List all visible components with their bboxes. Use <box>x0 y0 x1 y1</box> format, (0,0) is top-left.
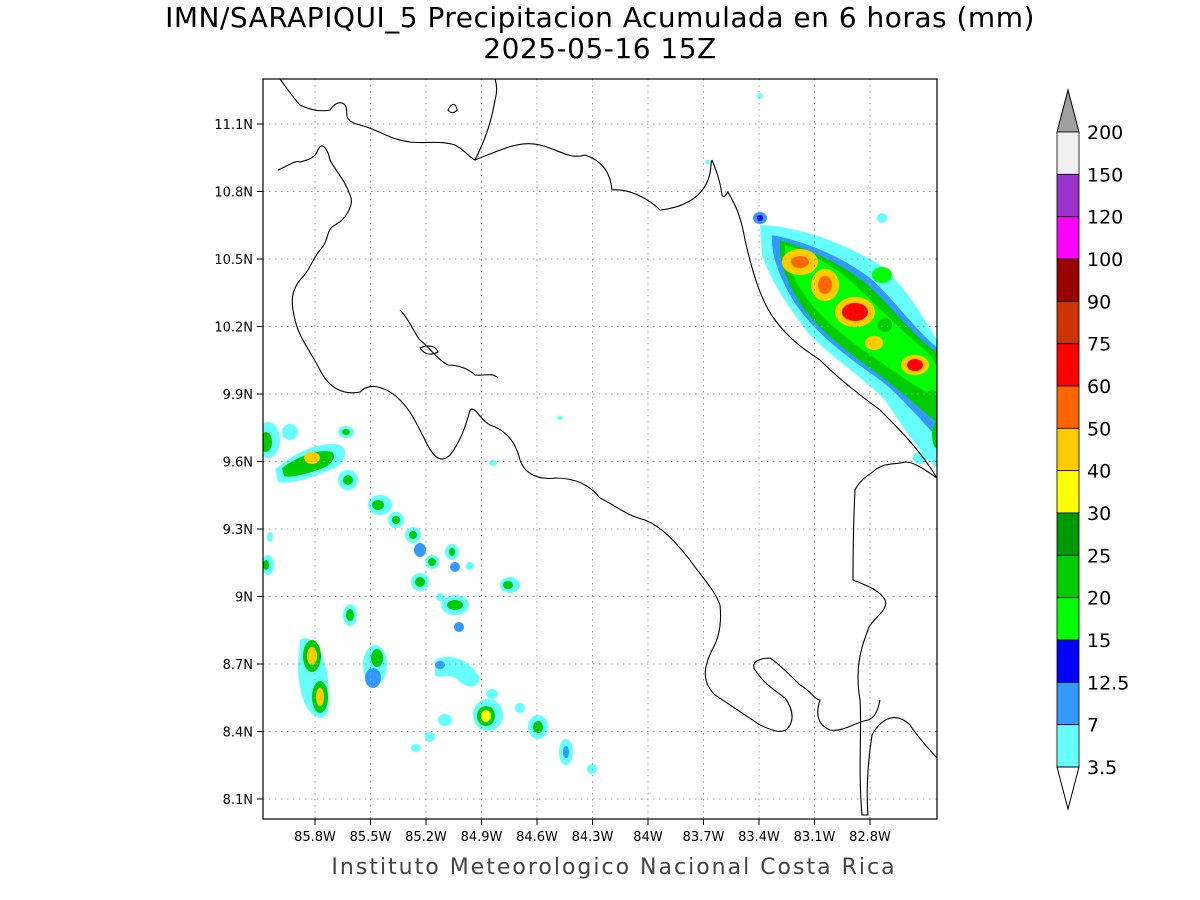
colorbar-swatch <box>1056 597 1080 641</box>
colorbar-swatch <box>1056 300 1080 345</box>
lon-tick-label: 83.4W <box>738 830 780 845</box>
lat-tick-label: 9.3N <box>223 523 253 538</box>
colorbar-swatch <box>1056 131 1080 175</box>
colorbar-swatch <box>1056 724 1080 768</box>
colorbar-label: 150 <box>1087 164 1123 186</box>
chart-title: IMN/SARAPIQUI_5 Precipitacion Acumulada … <box>0 2 1200 64</box>
lake-nicaragua-border <box>474 143 713 211</box>
lon-tick-label: 85.5W <box>350 830 392 845</box>
footer-credit: Instituto Meteorologico Nacional Costa R… <box>331 855 897 880</box>
costa-rica-pacific-coast <box>277 145 881 732</box>
longitude-labels: 85.8W 85.5W 85.2W 84.9W 84.6W 84.3W 84W 83.7W 83… <box>294 819 891 845</box>
panama-border <box>852 461 937 816</box>
colorbar-swatch <box>1056 173 1080 218</box>
latitude-labels: 11.1N 10.8N 10.5N 10.2N 9.9N 9.6N 9.3N 9N 8.7N 8.… <box>214 118 263 808</box>
nicaragua-pacific-coast <box>279 79 498 161</box>
coastlines-and-borders <box>277 79 937 816</box>
colorbar-swatch <box>1056 427 1080 472</box>
lat-tick-label: 11.1N <box>214 118 253 133</box>
colorbar-swatch <box>1056 258 1080 302</box>
precip-band-caribbean <box>705 93 937 468</box>
precip-cells-pacific <box>263 416 927 774</box>
title-line-2: 2025-05-16 15Z <box>483 32 717 65</box>
nicoya-coast <box>399 309 499 379</box>
colorbar-label: 100 <box>1087 249 1123 271</box>
lat-tick-label: 10.5N <box>214 253 253 268</box>
title-line-1: IMN/SARAPIQUI_5 Precipitacion Acumulada … <box>165 1 1035 34</box>
colorbar-swatch <box>1056 512 1080 556</box>
lon-tick-label: 85.2W <box>405 830 447 845</box>
lat-tick-label: 10.8N <box>214 186 253 201</box>
colorbar-bottom-arrow <box>1056 766 1080 811</box>
colorbar-label: 120 <box>1087 207 1123 229</box>
nicoya-island <box>419 345 439 355</box>
colorbar-label: 20 <box>1087 588 1111 610</box>
precipitation-layer <box>263 93 937 774</box>
colorbar-label: 15 <box>1087 630 1111 652</box>
lon-tick-label: 83.7W <box>683 830 725 845</box>
lat-tick-label: 9.6N <box>223 456 253 471</box>
colorbar-label: 40 <box>1087 461 1111 483</box>
lon-tick-label: 84W <box>633 830 663 845</box>
lat-tick-label: 9N <box>235 591 253 606</box>
colorbar-label: 12.5 <box>1087 672 1129 694</box>
colorbar: 200 150 120 100 90 75 60 50 40 30 25 20 15 12.5 7 3.5 <box>1056 88 1129 811</box>
colorbar-swatch <box>1056 385 1080 429</box>
caribbean-coast <box>711 159 937 479</box>
lat-tick-label: 8.4N <box>223 726 253 741</box>
lon-tick-label: 85.8W <box>294 830 336 845</box>
lat-tick-label: 10.2N <box>214 321 253 336</box>
colorbar-top-arrow <box>1056 88 1080 133</box>
colorbar-swatch <box>1056 681 1080 726</box>
lon-tick-label: 83.1W <box>794 830 836 845</box>
lon-tick-label: 84.3W <box>572 830 614 845</box>
colorbar-swatch <box>1056 216 1080 260</box>
colorbar-label: 60 <box>1087 376 1111 398</box>
colorbar-label: 50 <box>1087 418 1111 440</box>
map-gridlines <box>263 79 937 819</box>
small-island <box>447 103 458 114</box>
colorbar-swatch <box>1056 343 1080 387</box>
colorbar-label: 7 <box>1087 715 1099 737</box>
colorbar-label: 3.5 <box>1087 757 1117 779</box>
lon-tick-label: 82.8W <box>849 830 891 845</box>
colorbar-label: 200 <box>1087 122 1123 144</box>
lat-tick-label: 8.1N <box>223 793 253 808</box>
colorbar-label: 75 <box>1087 334 1111 356</box>
lat-tick-label: 8.7N <box>223 658 253 673</box>
lon-tick-label: 84.6W <box>516 830 558 845</box>
colorbar-swatch <box>1056 639 1080 683</box>
lon-tick-label: 84.9W <box>461 830 503 845</box>
colorbar-label: 25 <box>1087 545 1111 567</box>
colorbar-label: 90 <box>1087 291 1111 313</box>
map-frame <box>262 78 938 820</box>
colorbar-swatch <box>1056 554 1080 599</box>
lat-tick-label: 9.9N <box>223 388 253 403</box>
colorbar-label: 30 <box>1087 503 1111 525</box>
colorbar-swatch <box>1056 470 1080 514</box>
